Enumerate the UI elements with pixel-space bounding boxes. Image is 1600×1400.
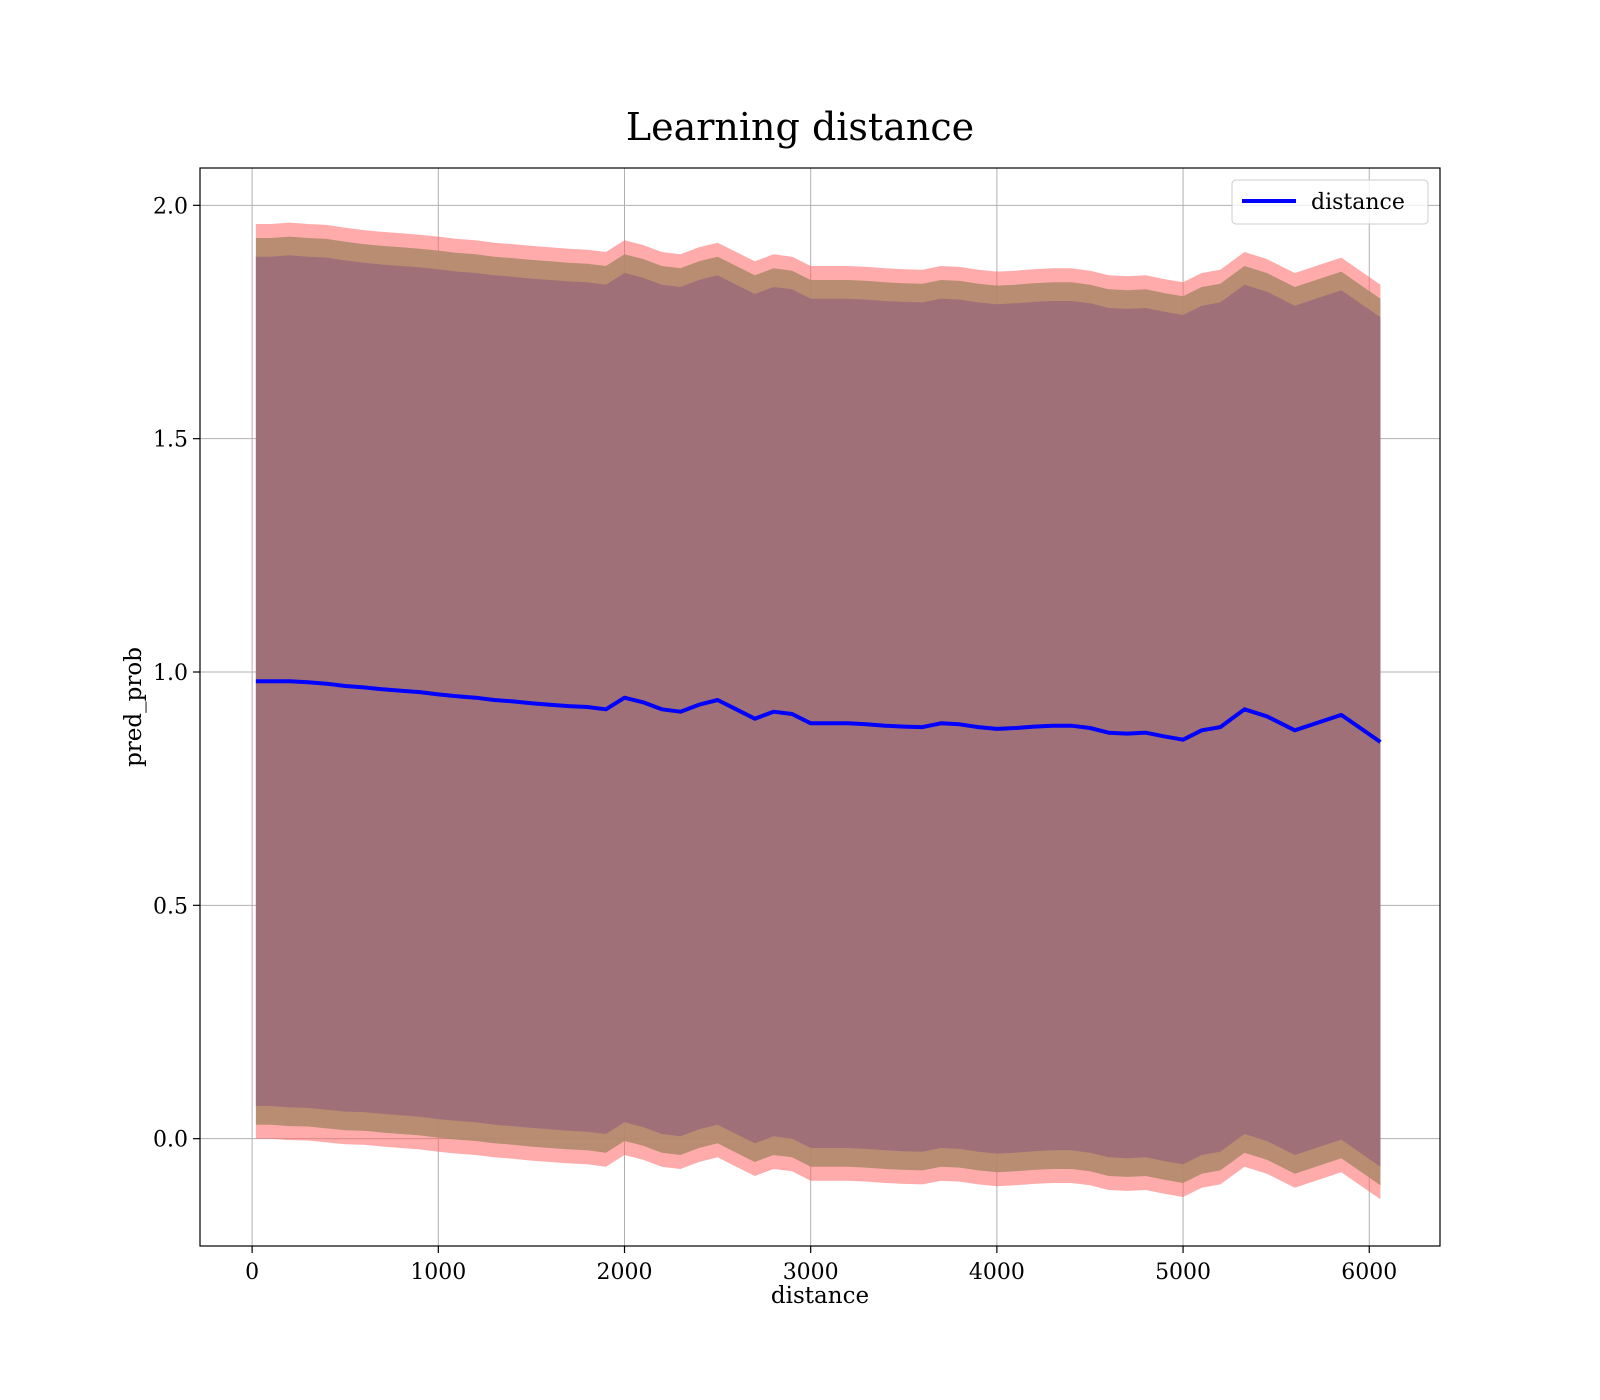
x-axis-label: distance <box>771 1283 869 1309</box>
x-tick-label: 2000 <box>597 1260 653 1285</box>
y-tick-label: 0.5 <box>153 894 188 919</box>
y-tick-label: 2.0 <box>153 194 188 219</box>
plot-frame <box>199 167 1441 1247</box>
legend-label-distance: distance <box>1311 190 1405 215</box>
y-tick-label: 0.0 <box>153 1128 188 1153</box>
x-tick-label: 1000 <box>410 1260 466 1285</box>
series-line-distance <box>255 679 1382 744</box>
y-axis-ticks: 0.0 0.5 1.0 1.5 2.0 <box>153 194 200 1153</box>
y-tick-label: 1.0 <box>153 661 188 686</box>
x-tick-label: 0 <box>245 1260 259 1285</box>
series-lines <box>255 679 1382 744</box>
x-tick-label: 5000 <box>1155 1260 1211 1285</box>
band-inner <box>255 255 1381 1167</box>
legend: distance <box>1231 179 1429 225</box>
chart-title: Learning distance <box>626 105 974 149</box>
confidence-bands <box>255 222 1381 1200</box>
x-axis-ticks: 0 1000 2000 3000 4000 5000 6000 <box>245 1246 1397 1285</box>
x-tick-label: 6000 <box>1341 1260 1397 1285</box>
x-tick-label: 3000 <box>783 1260 839 1285</box>
y-axis-label: pred_prob <box>121 647 147 767</box>
legend-box <box>1231 179 1429 225</box>
y-tick-label: 1.5 <box>153 428 188 453</box>
x-tick-label: 4000 <box>969 1260 1025 1285</box>
